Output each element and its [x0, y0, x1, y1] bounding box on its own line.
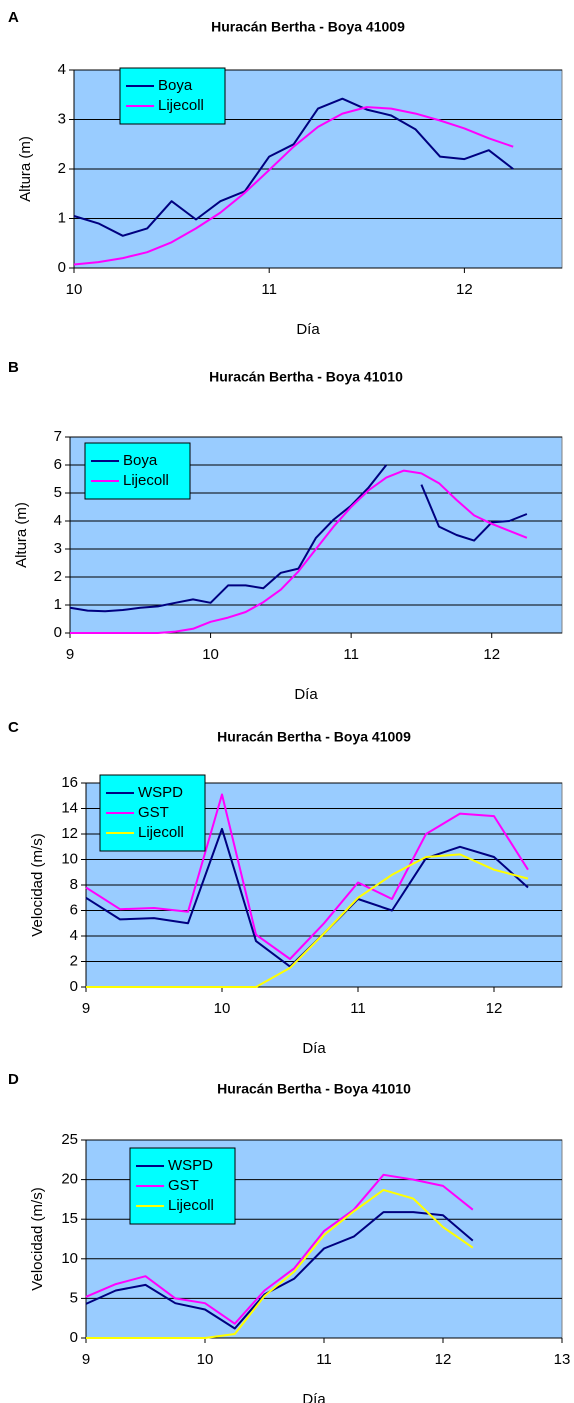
y-tick-label: 2 — [58, 160, 66, 177]
x-tick-label: 11 — [261, 281, 277, 298]
x-axis-label: Día — [296, 321, 320, 338]
y-tick-label: 20 — [61, 1171, 78, 1188]
legend-label: Lijecoll — [158, 97, 204, 114]
y-tick-label: 1 — [58, 209, 66, 226]
legend-label: GST — [168, 1177, 199, 1194]
x-tick-label: 11 — [343, 646, 359, 663]
series-line — [85, 1211, 474, 1330]
x-tick-label: 9 — [82, 1351, 90, 1368]
y-tick-label: 6 — [54, 456, 62, 473]
x-tick-label: 10 — [202, 646, 219, 663]
series-line — [85, 1173, 474, 1325]
x-tick-label: 13 — [554, 1351, 571, 1368]
y-tick-label: 4 — [70, 927, 78, 944]
x-tick-label: 10 — [197, 1351, 214, 1368]
legend-label: Boya — [123, 452, 158, 469]
series-line — [73, 97, 514, 237]
legend-box — [119, 67, 226, 125]
y-axis-label: Velocidad (m/s) — [29, 1187, 46, 1290]
y-axis-label: Velocidad (m/s) — [29, 833, 46, 936]
x-axis-label: Día — [302, 1040, 326, 1057]
y-tick-label: 3 — [54, 540, 62, 557]
y-tick-label: 15 — [61, 1210, 78, 1227]
panel-label: D — [8, 1071, 19, 1088]
legend-box — [84, 442, 191, 500]
x-tick-label: 10 — [214, 1000, 231, 1017]
series-line — [86, 853, 529, 988]
y-tick-label: 5 — [54, 484, 62, 501]
y-tick-label: 0 — [70, 978, 78, 995]
x-tick-label: 12 — [486, 1000, 503, 1017]
y-axis-label: Altura (m) — [17, 136, 34, 202]
series-line — [70, 469, 528, 634]
y-tick-label: 4 — [58, 61, 66, 78]
chart-title: Huracán Bertha - Boya 41010 — [209, 369, 403, 385]
series-line — [69, 464, 528, 613]
chart-title: Huracán Bertha - Boya 41009 — [217, 729, 411, 745]
x-tick-label: 12 — [483, 646, 500, 663]
series-line — [85, 793, 529, 960]
y-tick-label: 7 — [54, 428, 62, 445]
panel-label: C — [8, 719, 19, 736]
legend-label: Lijecoll — [168, 1197, 214, 1214]
y-tick-label: 1 — [54, 596, 62, 613]
x-tick-label: 11 — [316, 1351, 332, 1368]
y-tick-label: 3 — [58, 110, 66, 127]
y-tick-label: 10 — [61, 850, 78, 867]
y-tick-label: 0 — [58, 259, 66, 276]
legend-label: WSPD — [168, 1157, 213, 1174]
x-tick-label: 9 — [82, 1000, 90, 1017]
y-tick-label: 14 — [61, 799, 78, 816]
y-tick-label: 10 — [61, 1250, 78, 1267]
legend-box — [129, 1147, 236, 1225]
legend-label: Boya — [158, 77, 193, 94]
series-line — [86, 1188, 474, 1339]
panel-label: A — [8, 9, 19, 26]
x-axis-label: Día — [294, 686, 318, 703]
series-line — [73, 106, 514, 266]
legend-label: Lijecoll — [123, 472, 169, 489]
y-tick-label: 12 — [61, 825, 78, 842]
x-tick-label: 9 — [66, 646, 74, 663]
chart-title: Huracán Bertha - Boya 41009 — [211, 19, 405, 35]
x-tick-label: 12 — [435, 1351, 452, 1368]
y-tick-label: 0 — [54, 624, 62, 641]
y-tick-label: 4 — [54, 512, 62, 529]
y-tick-label: 16 — [61, 774, 78, 791]
y-tick-label: 2 — [54, 568, 62, 585]
x-axis-label: Día — [302, 1391, 326, 1403]
legend-label: GST — [138, 804, 169, 821]
legend-label: Lijecoll — [138, 824, 184, 841]
panel-label: B — [8, 359, 19, 376]
y-tick-label: 25 — [61, 1131, 78, 1148]
y-axis-label: Altura (m) — [13, 502, 30, 568]
x-tick-label: 10 — [66, 281, 83, 298]
y-tick-label: 8 — [70, 876, 78, 893]
chart-title: Huracán Bertha - Boya 41010 — [217, 1081, 411, 1097]
y-tick-label: 6 — [70, 901, 78, 918]
y-tick-label: 5 — [70, 1289, 78, 1306]
y-tick-label: 0 — [70, 1329, 78, 1346]
x-tick-label: 12 — [456, 281, 473, 298]
legend-label: WSPD — [138, 784, 183, 801]
y-tick-label: 2 — [70, 952, 78, 969]
x-tick-label: 11 — [350, 1000, 366, 1017]
